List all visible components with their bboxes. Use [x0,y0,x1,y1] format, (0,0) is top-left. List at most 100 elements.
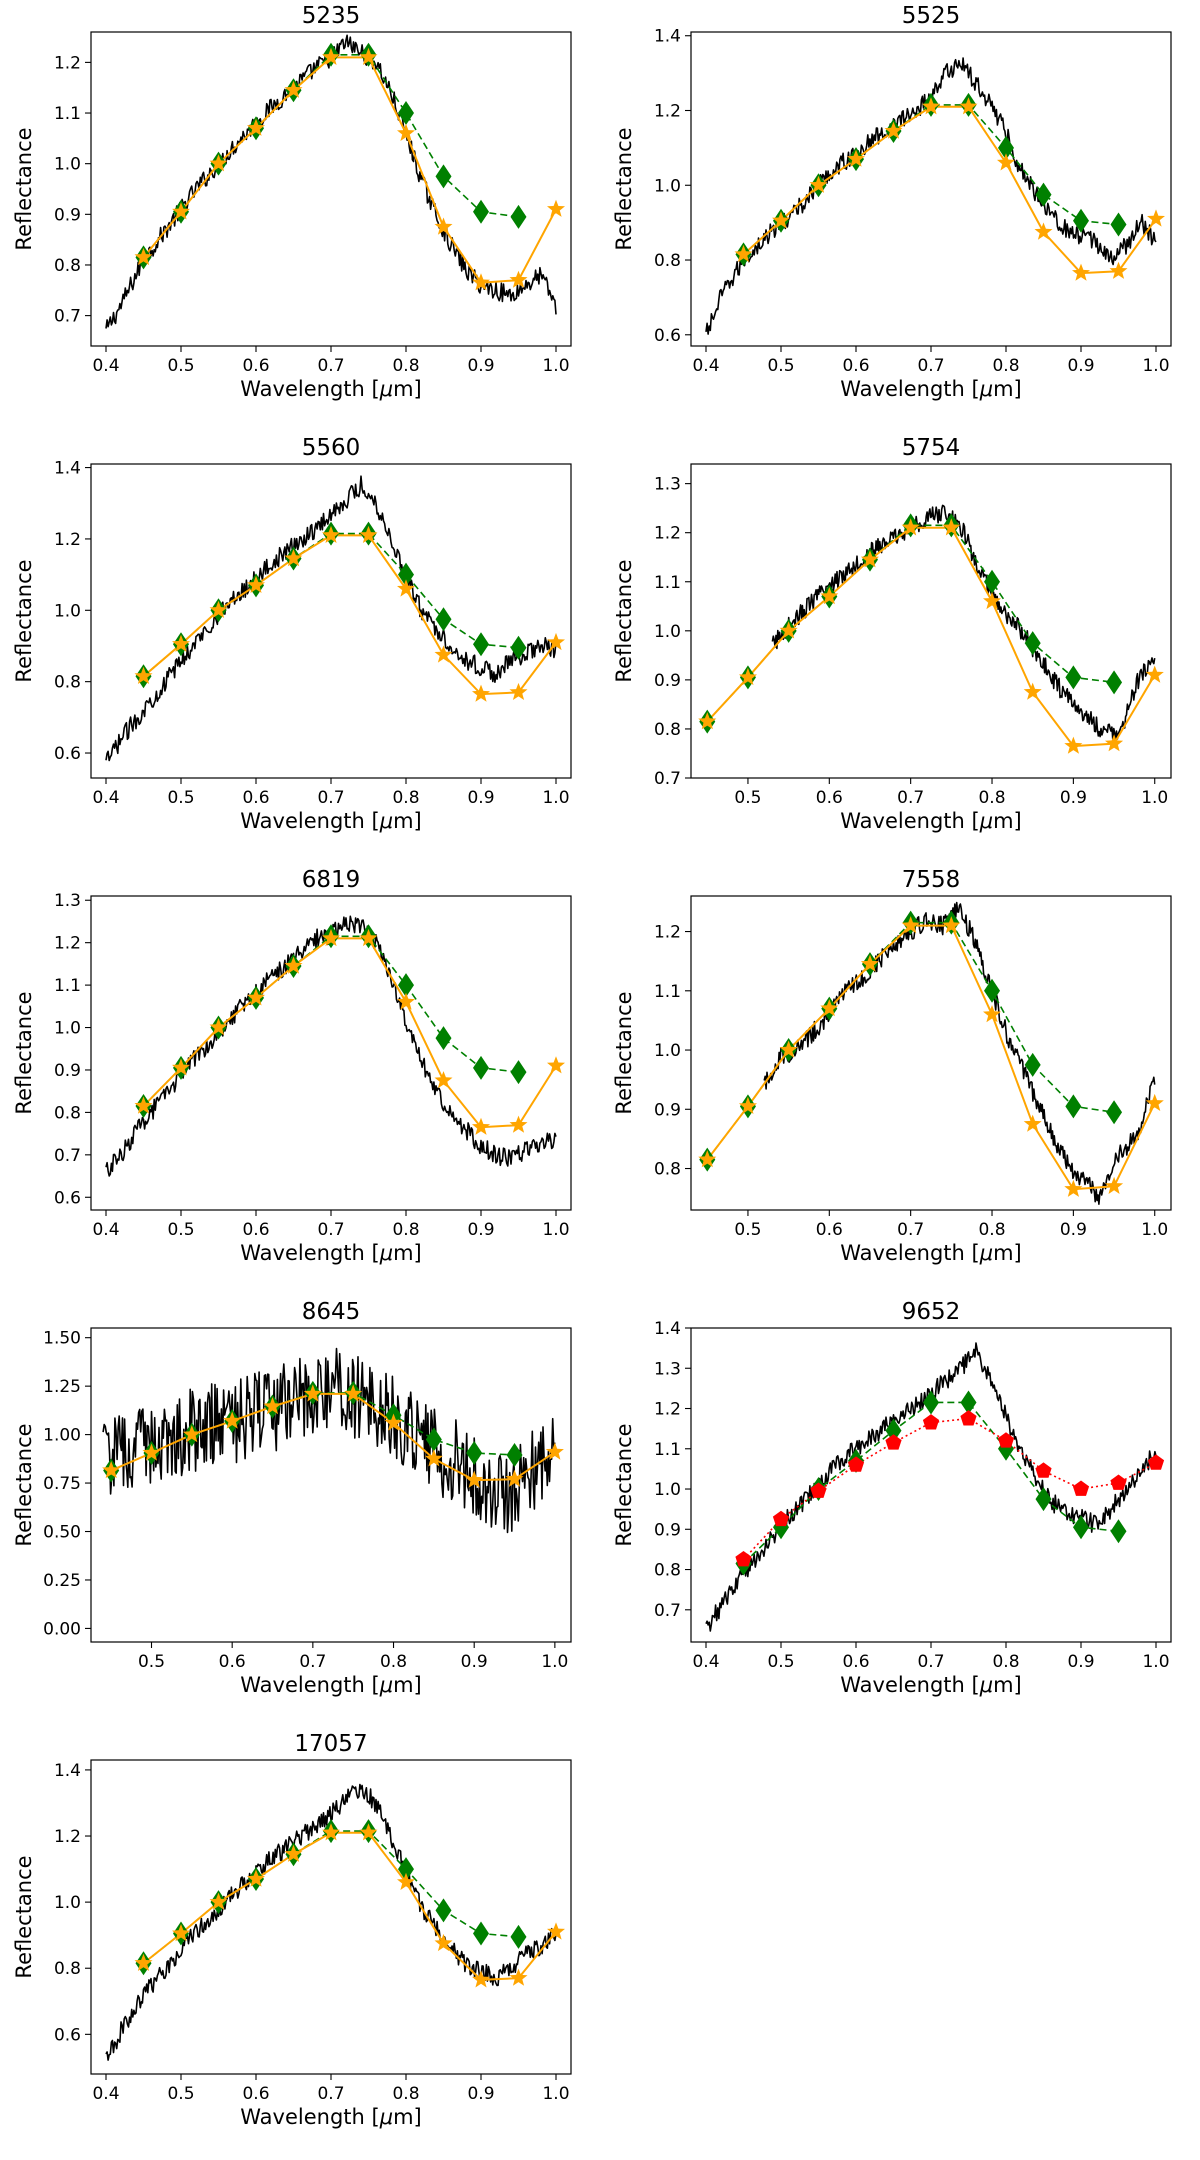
y-tick-label: 1.00 [43,1426,81,1446]
x-tick-label: 0.8 [392,2084,419,2104]
x-axis-label: Wavelength [μm] [240,2105,421,2129]
y-tick-label: 0.25 [43,1571,81,1591]
star-point [322,525,340,543]
series-line-diamond [706,921,1115,1161]
chart-title: 5754 [902,435,961,461]
star-point [1105,734,1124,752]
y-tick-label: 1.3 [54,891,81,911]
x-tick-label: 0.7 [317,1220,344,1240]
star-point [247,575,265,593]
x-axis-label: Wavelength [μm] [240,377,421,401]
x-tick-label: 1.0 [542,1220,569,1240]
star-point [424,1449,443,1467]
y-tick-label: 1.0 [54,1019,81,1039]
star-point [465,1470,484,1488]
star-point [134,666,153,684]
x-tick-label: 0.5 [167,1220,194,1240]
diamond-point [1024,631,1041,656]
x-tick-label: 0.6 [242,1220,269,1240]
chart-panel-17057: 17057 0.4 0.5 0.6 0.7 0.8 0.9 1.0 0.6 0.8 1.0 1.2 1.… [0,1728,600,2160]
star-point [820,587,839,605]
chart-svg-5560: 5560 0.4 0.5 0.6 0.7 0.8 0.9 1.0 0.6 0.8 1.0 1.2 1.4… [12,435,572,833]
y-tick-label: 1.25 [43,1377,81,1397]
diamond-point [960,1390,977,1415]
x-tick-label: 0.7 [897,1220,924,1240]
pentagon-point [1072,1480,1090,1496]
x-tick-label: 0.4 [692,1652,719,1672]
spectrum-line [105,475,557,762]
pentagon-point [1147,1454,1165,1470]
series-line-diamond [706,524,1115,723]
y-tick-label: 1.2 [54,530,81,550]
x-tick-label: 0.9 [1060,788,1087,808]
star-point [359,928,378,947]
series-line-star [142,1831,557,1981]
star-point [959,97,978,115]
y-tick-label: 0.00 [43,1619,81,1639]
pentagon-point [1110,1474,1127,1490]
x-axis-label: Wavelength [μm] [840,377,1021,401]
chart-panel-9652: 9652 0.4 0.5 0.6 0.7 0.8 0.9 1.0 0.7 0.8 0.9 1.0 1.1… [600,1296,1200,1728]
chart-svg-5754: 5754 0.5 0.6 0.7 0.8 0.9 1.0 0.7 0.8 0.9 1.0 1.1 1.2… [612,435,1172,833]
pentagon-point [772,1510,790,1527]
chart-title: 6819 [302,867,361,893]
chart-svg-7558: 7558 0.5 0.6 0.7 0.8 0.9 1.0 0.8 0.9 1.0 1.1 1.2 Wav… [612,867,1172,1265]
series-line-star [742,105,1157,275]
star-point [434,1933,453,1952]
chart-panel-5754: 5754 0.5 0.6 0.7 0.8 0.9 1.0 0.7 0.8 0.9 1.0 1.1 1.2… [600,432,1200,864]
x-tick-label: 1.0 [1141,1220,1168,1240]
diamond-point [398,562,414,587]
star-point [942,916,961,934]
star-point [209,1018,228,1036]
diamond-point [510,1060,527,1085]
star-point [247,118,265,136]
y-tick-label: 1.1 [654,982,681,1002]
diamond-point [510,1924,527,1949]
y-tick-label: 1.0 [54,155,81,175]
x-tick-label: 1.0 [542,2084,569,2104]
star-point [860,550,879,568]
x-tick-label: 0.7 [917,356,944,376]
star-point [134,247,153,266]
star-point [322,1823,340,1841]
y-tick-label: 1.1 [54,104,81,124]
star-point [397,1872,415,1890]
star-point [847,149,865,167]
y-tick-label: 0.8 [54,673,81,693]
star-point [860,954,879,972]
y-tick-label: 0.6 [54,1188,81,1208]
star-point [434,1071,453,1089]
y-axis-label: Reflectance [612,127,636,250]
x-tick-label: 0.7 [299,1652,326,1672]
y-tick-label: 0.8 [654,251,681,271]
chart-title: 17057 [294,1731,367,1757]
star-point [942,518,961,536]
y-tick-label: 0.8 [654,1561,681,1581]
x-tick-label: 0.5 [734,1220,761,1240]
y-tick-label: 1.0 [654,1480,681,1500]
x-axis-label: Wavelength [μm] [240,809,421,833]
y-tick-label: 0.8 [54,1103,81,1123]
plot-frame [90,31,572,347]
diamond-point [1035,182,1052,207]
x-tick-label: 0.6 [842,1652,869,1672]
x-tick-label: 0.8 [992,1652,1019,1672]
star-point [983,591,1002,610]
chart-title: 9652 [902,1299,961,1325]
star-point [209,154,228,172]
diamond-point [398,973,414,998]
pentagon-point [960,1410,977,1426]
y-tick-label: 0.8 [654,720,681,740]
spectrum-line [105,34,557,329]
x-tick-label: 0.5 [167,356,194,376]
spectrum-line [771,504,1156,741]
y-tick-label: 1.0 [654,622,681,642]
star-point [738,1096,757,1114]
y-tick-label: 0.75 [43,1474,81,1494]
x-tick-label: 0.5 [734,788,761,808]
star-point [172,1058,190,1076]
y-tick-label: 1.0 [654,176,681,196]
y-tick-label: 1.50 [43,1329,81,1349]
y-tick-label: 1.1 [654,573,681,593]
pentagon-point [1035,1462,1052,1478]
